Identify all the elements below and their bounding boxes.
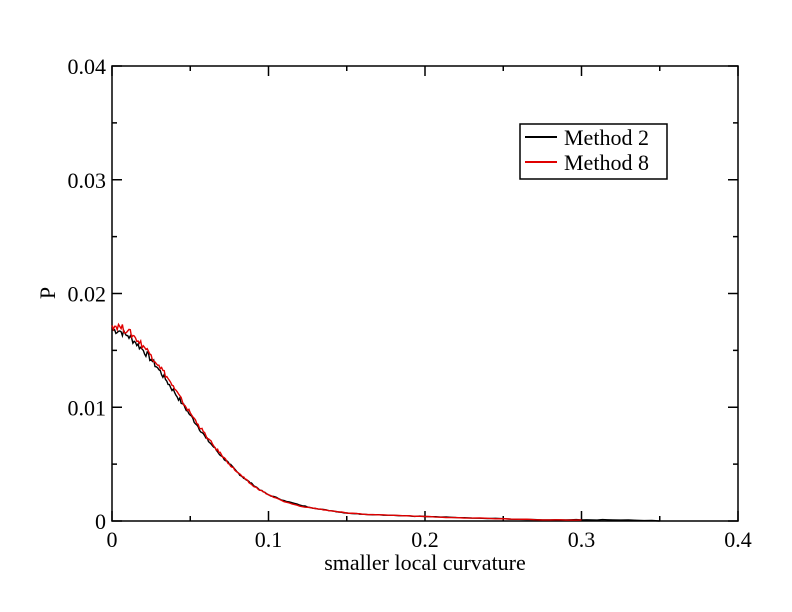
y-tick-label: 0.01 — [68, 395, 107, 420]
x-tick-label: 0.3 — [568, 527, 596, 552]
y-tick-label: 0.02 — [68, 282, 107, 307]
legend-label-method-8: Method 8 — [564, 150, 649, 175]
series-line-method-2 — [111, 328, 660, 522]
x-tick-label: 0.2 — [411, 527, 439, 552]
x-tick-label: 0 — [107, 527, 118, 552]
x-axis-label: smaller local curvature — [324, 550, 526, 575]
legend: Method 2 Method 8 — [519, 123, 668, 180]
y-tick-label: 0 — [95, 509, 106, 534]
legend-box — [519, 123, 668, 180]
x-tick-labels: 0 0.1 0.2 0.3 0.4 — [107, 527, 752, 552]
series-line-method-8 — [111, 322, 582, 521]
y-axis-label: P — [35, 287, 60, 299]
legend-label-method-2: Method 2 — [564, 125, 649, 150]
x-tick-label: 0.4 — [724, 527, 752, 552]
y-tick-label: 0.04 — [68, 54, 107, 79]
y-tick-labels: 0 0.01 0.02 0.03 0.04 — [68, 54, 107, 534]
y-tick-label: 0.03 — [68, 168, 107, 193]
x-tick-label: 0.1 — [255, 527, 283, 552]
series-lines — [111, 322, 660, 522]
